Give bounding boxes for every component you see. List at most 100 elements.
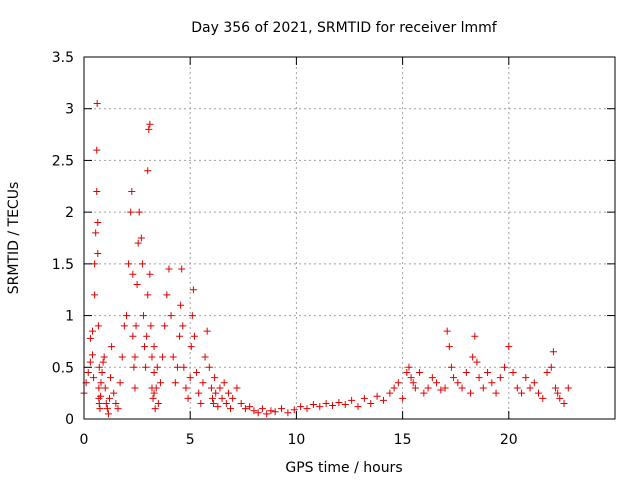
x-tick-label: 5 <box>186 432 195 448</box>
data-point <box>99 358 107 366</box>
x-tick-label: 10 <box>287 432 305 448</box>
data-point <box>169 353 177 361</box>
data-point <box>161 322 169 330</box>
data-point <box>390 384 398 392</box>
data-point <box>93 100 101 108</box>
data-point <box>122 312 130 320</box>
data-point <box>105 394 113 402</box>
data-point <box>100 353 108 361</box>
data-point <box>233 384 241 392</box>
data-point <box>139 312 147 320</box>
data-point <box>424 384 432 392</box>
data-point <box>405 363 413 371</box>
x-axis-label: GPS time / hours <box>285 460 402 476</box>
data-point <box>114 405 122 413</box>
data-point <box>190 332 198 340</box>
data-point <box>428 374 436 382</box>
data-point <box>93 146 101 154</box>
data-point <box>138 260 146 268</box>
data-point <box>86 334 94 342</box>
data-point <box>187 343 195 351</box>
data-point <box>309 401 317 409</box>
data-point <box>90 374 98 382</box>
data-point <box>443 327 451 335</box>
data-point <box>212 389 220 397</box>
data-point <box>409 379 417 387</box>
data-point <box>229 394 237 402</box>
y-tick-label: 3.5 <box>52 50 74 66</box>
data-point <box>189 286 197 294</box>
data-points <box>80 100 572 418</box>
data-point <box>141 343 149 351</box>
plot-frame <box>83 56 616 420</box>
y-tick-label: 1 <box>65 309 74 325</box>
data-point <box>84 368 92 376</box>
data-point <box>112 399 120 407</box>
data-point <box>454 379 462 387</box>
data-point <box>97 379 105 387</box>
data-point <box>341 401 349 409</box>
data-point <box>104 410 112 418</box>
data-point <box>98 368 106 376</box>
data-point <box>88 327 96 335</box>
data-point <box>403 368 411 376</box>
data-point <box>179 322 187 330</box>
data-point <box>102 399 110 407</box>
data-point <box>447 363 455 371</box>
data-point <box>547 363 555 371</box>
x-tick-label: 15 <box>394 432 412 448</box>
data-point <box>420 389 428 397</box>
data-point <box>467 389 475 397</box>
data-point <box>303 405 311 413</box>
data-point <box>184 394 192 402</box>
data-point <box>125 260 133 268</box>
data-point <box>205 363 213 371</box>
data-point <box>120 322 128 330</box>
data-point <box>92 229 100 237</box>
data-point <box>535 389 543 397</box>
data-point <box>549 348 557 356</box>
data-point <box>348 396 356 404</box>
data-point <box>171 379 179 387</box>
data-point <box>284 409 292 417</box>
data-point <box>278 405 286 413</box>
data-point <box>145 125 153 133</box>
data-point <box>441 384 449 392</box>
data-point <box>407 374 415 382</box>
data-point <box>91 291 99 299</box>
data-point <box>195 389 203 397</box>
data-point <box>518 389 526 397</box>
data-point <box>147 322 155 330</box>
data-point <box>128 187 136 195</box>
data-point <box>186 374 194 382</box>
data-point <box>564 384 572 392</box>
data-point <box>297 403 305 411</box>
grid <box>84 57 615 419</box>
data-point <box>144 291 152 299</box>
data-point <box>137 234 145 242</box>
data-point <box>471 332 479 340</box>
data-point <box>146 120 154 128</box>
data-point <box>165 265 173 273</box>
x-tick-label: 0 <box>80 432 89 448</box>
data-point <box>193 368 201 376</box>
data-point <box>373 392 381 400</box>
data-point <box>91 260 99 268</box>
data-point <box>379 396 387 404</box>
data-point <box>250 407 258 415</box>
data-point <box>95 363 103 371</box>
data-point <box>241 405 249 413</box>
data-point <box>178 265 186 273</box>
data-point <box>167 312 175 320</box>
data-point <box>201 353 209 361</box>
data-point <box>237 399 245 407</box>
data-point <box>469 353 477 361</box>
data-point <box>156 379 164 387</box>
data-point <box>509 368 517 376</box>
data-point <box>263 410 271 418</box>
data-point <box>144 167 152 175</box>
y-tick-label: 0.5 <box>52 360 74 376</box>
data-point <box>110 389 118 397</box>
data-point <box>267 407 275 415</box>
